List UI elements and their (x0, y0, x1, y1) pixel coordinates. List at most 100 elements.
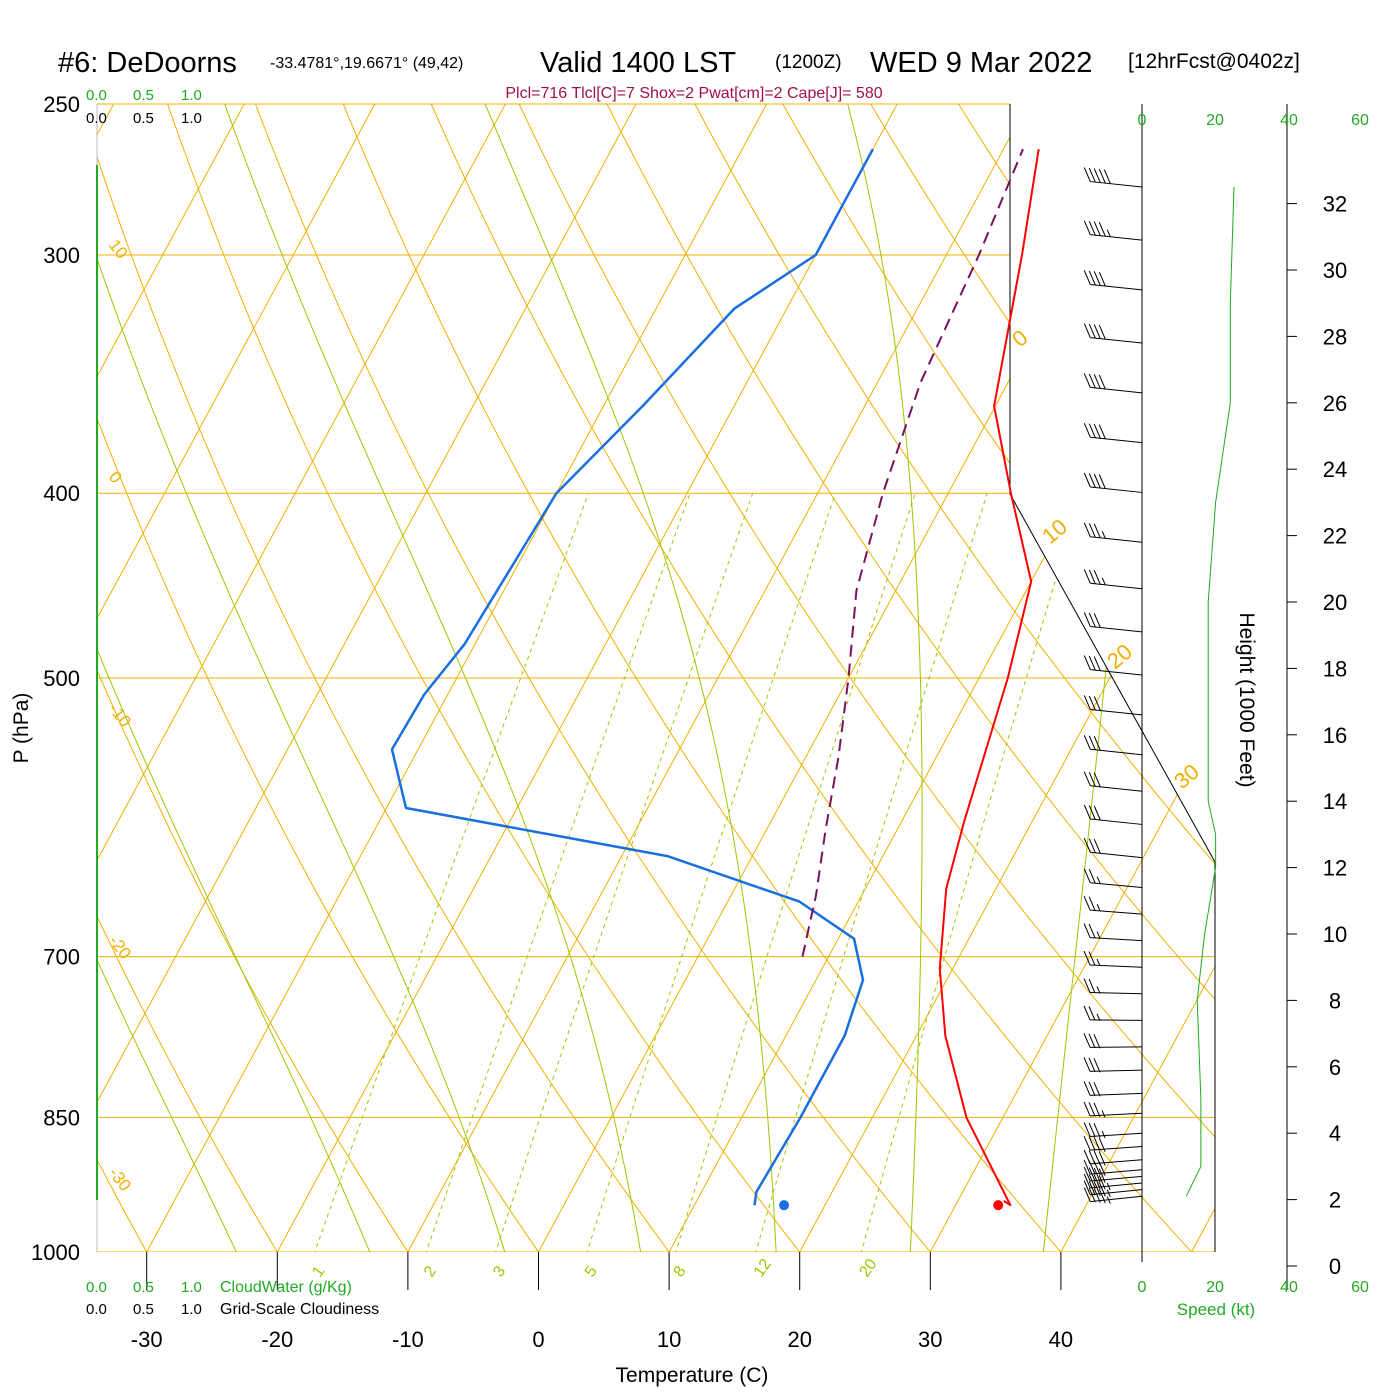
height-tick-label-10: 10 (1323, 922, 1347, 947)
wind-barb-29 (1083, 373, 1143, 394)
wind-barb-shaft-24 (1090, 625, 1143, 633)
wind-barb-half-26 (1101, 531, 1106, 539)
height-tick-label-18: 18 (1323, 656, 1347, 681)
isotherm-label-right-1: 10 (1037, 514, 1072, 549)
wind-barb-flag-18-2 (1093, 839, 1101, 854)
wind-barb-9 (1083, 1081, 1143, 1097)
dry-adiabat--30 (97, 104, 170, 1252)
mixing-ratio-2 (412, 493, 691, 1252)
wind-barb-flag-2-3 (1098, 1175, 1106, 1190)
wind-barb-shaft-8 (1090, 1112, 1143, 1117)
wind-barb-flag-15-1 (1088, 923, 1096, 939)
wind-barb-flag-16-0 (1083, 895, 1091, 911)
wind-barb-22 (1083, 695, 1143, 716)
wind-barb-flag-17-0 (1083, 868, 1091, 883)
wind-barb-19 (1083, 804, 1143, 825)
wind-barb-half-17 (1096, 876, 1101, 884)
cloudiness-tick-top-2: 1.0 (181, 110, 202, 127)
forecast-date: WED 9 Mar 2022 (870, 47, 1092, 79)
wind-barb-shaft-21 (1090, 748, 1143, 756)
speed-tick-top-0: 0 (1138, 112, 1147, 129)
wind-barb-flag-26-2 (1093, 523, 1101, 539)
wind-barb-flag-33-4 (1103, 169, 1111, 184)
mixing-ratio-1 (300, 493, 590, 1252)
height-tick-label-24: 24 (1323, 457, 1347, 482)
wind-barb-shaft-32 (1090, 234, 1143, 241)
background-lines (0, 70, 1400, 1292)
wind-barb-20 (1083, 771, 1143, 792)
wind-barb-half-12 (1096, 1013, 1101, 1022)
wind-barb-flag-20-0 (1083, 771, 1091, 787)
wind-barb-flag-9-2 (1093, 1082, 1101, 1097)
wind-barb-flag-2-1 (1088, 1174, 1096, 1189)
p-tick-label-300: 300 (43, 243, 80, 268)
wind-barb-flag-11-2 (1093, 1034, 1101, 1049)
wind-barb-flag-1-3 (1098, 1182, 1106, 1197)
wind-barb-shaft-4 (1090, 1169, 1143, 1175)
dry-adiabat--10 (97, 104, 435, 1252)
wind-barb-flag-5-1 (1088, 1150, 1096, 1165)
cloudiness-tick-top-0: 0.0 (86, 110, 107, 127)
wind-barb-10 (1083, 1057, 1143, 1073)
x-tick-label-10: 10 (657, 1327, 681, 1352)
moist-adiabat-30 (847, 104, 923, 1252)
wind-barb-flag-22-1 (1088, 695, 1096, 711)
wind-barb-16 (1083, 895, 1143, 915)
dry-adiabat-10 (97, 104, 700, 1252)
wind-barb-flag-19-0 (1083, 804, 1091, 820)
height-tick-label-20: 20 (1323, 590, 1347, 615)
wind-barb-half-8 (1101, 1110, 1106, 1118)
wind-barb-flag-0-3 (1098, 1188, 1106, 1204)
wind-barb-flag-11-1 (1088, 1033, 1096, 1049)
p-tick-label-850: 850 (43, 1105, 80, 1130)
wind-barb-shaft-18 (1090, 851, 1143, 859)
wind-barb-shaft-7 (1090, 1132, 1143, 1137)
height-tick-label-14: 14 (1323, 789, 1347, 814)
speed-tick-top-2: 40 (1280, 112, 1298, 129)
x-tick-label--30: -30 (131, 1327, 163, 1352)
dry-adiabat-70 (589, 104, 1215, 1252)
wind-barb-shaft-2 (1090, 1182, 1143, 1189)
height-tick-label-16: 16 (1323, 723, 1347, 748)
wind-barb-flag-21-0 (1083, 735, 1091, 750)
wind-barb-flag-33-2 (1093, 168, 1101, 183)
wind-barb-flag-28-3 (1098, 424, 1106, 439)
wind-barb-flag-33-3 (1098, 168, 1106, 184)
wind-barb-flag-27-1 (1088, 473, 1096, 488)
isotherm--90 (0, 70, 1, 1292)
wind-barb-0 (1083, 1187, 1143, 1204)
cloudwater-tick-bottom-2: 1.0 (181, 1279, 202, 1296)
wind-barb-32 (1083, 220, 1143, 241)
wind-barb-flag-3-1 (1088, 1167, 1096, 1182)
wind-barb-flag-27-2 (1093, 473, 1101, 489)
cloudiness-tick-bottom-1: 0.5 (133, 1301, 154, 1318)
isotherm--30 (124, 104, 786, 1252)
dry-adiabat-140 (1197, 104, 1215, 1252)
p-tick-label-500: 500 (43, 666, 80, 691)
moist-adiabat-10 (224, 104, 648, 1252)
wind-barb-26 (1083, 522, 1143, 543)
height-tick-label-32: 32 (1323, 192, 1347, 217)
isotherm--60 (97, 104, 394, 1252)
wind-barb-8 (1083, 1101, 1143, 1118)
y-axis-title: P (hPa) (10, 693, 33, 764)
dry-adiabat-50 (416, 104, 1215, 1252)
wind-barb-1 (1083, 1180, 1143, 1197)
wind-barb-flag-14-0 (1083, 950, 1091, 966)
wind-barb-flag-2-0 (1083, 1173, 1091, 1189)
wind-barb-shaft-14 (1090, 964, 1143, 968)
wind-barb-30 (1083, 323, 1143, 344)
wind-barb-flag-7-0 (1083, 1122, 1091, 1137)
wind-barb-shaft-5 (1090, 1159, 1143, 1165)
wind-barb-3 (1083, 1166, 1143, 1183)
wind-barb-flag-1-2 (1093, 1181, 1101, 1196)
wind-barb-flag-0-1 (1088, 1187, 1096, 1203)
dry-adiabat-40 (329, 104, 1097, 1252)
dry-adiabat-160 (1372, 70, 1400, 1292)
height-tick-label-26: 26 (1323, 391, 1347, 416)
wind-barb-flag-29-2 (1093, 374, 1101, 389)
moist-adiabat--10 (97, 104, 387, 1252)
height-tick-label-22: 22 (1323, 524, 1347, 549)
wind-barb-flag-20-1 (1088, 772, 1096, 787)
